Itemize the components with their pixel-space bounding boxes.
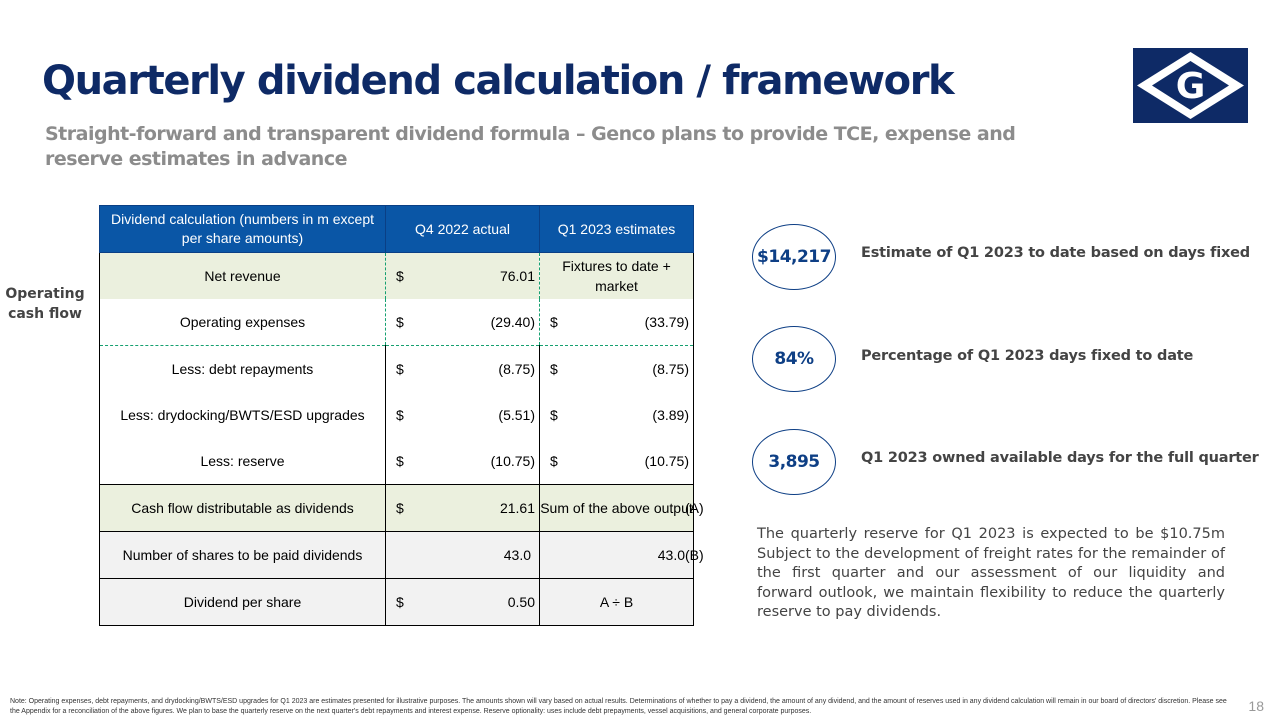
q1-value-note: A ÷ B <box>539 578 694 626</box>
q1-value-note: Sum of the above output <box>539 484 694 532</box>
row-label: Number of shares to be paid dividends <box>99 531 386 579</box>
page-title: Quarterly dividend calculation / framewo… <box>42 58 955 104</box>
q4-value-cell: $ (5.51) <box>385 392 540 438</box>
currency-symbol: $ <box>550 361 558 377</box>
table-row-distributable-cash-flow: Cash flow distributable as dividends $ 2… <box>99 484 694 532</box>
table-row-operating-expenses: Operating expenses $ (29.40) $ (33.79) <box>99 299 694 346</box>
row-label: Less: debt repayments <box>99 345 386 392</box>
currency-symbol: $ <box>550 407 558 423</box>
metric-description-days-fixed: Percentage of Q1 2023 days fixed to date <box>861 348 1194 364</box>
row-label: Dividend per share <box>99 578 386 626</box>
table-row-reserve: Less: reserve $ (10.75) $ (10.75) <box>99 438 694 485</box>
row-label: Net revenue <box>99 252 386 299</box>
q4-value-cell: $ (8.75) <box>385 345 540 392</box>
metric-description-tce: Estimate of Q1 2023 to date based on day… <box>861 245 1250 261</box>
q4-value-cell: $ 21.61 <box>385 484 540 532</box>
q4-value: (8.75) <box>498 361 535 377</box>
q4-value-cell: $ 0.50 <box>385 578 540 626</box>
row-tag-a: (A) <box>685 500 704 516</box>
metric-circle-available-days: 3,895 <box>752 429 836 495</box>
reserve-note: The quarterly reserve for Q1 2023 is exp… <box>757 526 1225 620</box>
column-header-q1-estimates: Q1 2023 estimates <box>539 205 694 253</box>
q4-value-cell: $ (10.75) <box>385 438 540 485</box>
q1-value-cell: $ (8.75) <box>539 345 694 392</box>
table-row-share-count: Number of shares to be paid dividends 43… <box>99 531 694 579</box>
logo-letter: G <box>1176 66 1206 107</box>
column-header-description: Dividend calculation (numbers in m excep… <box>99 205 386 253</box>
q4-value: (5.51) <box>498 407 535 423</box>
row-label: Less: reserve <box>99 438 386 485</box>
metric-description-available-days: Q1 2023 owned available days for the ful… <box>861 450 1259 466</box>
dividend-calculation-table: Dividend calculation (numbers in m excep… <box>99 205 694 626</box>
column-header-q4-actual: Q4 2022 actual <box>385 205 540 253</box>
q4-value-cell: $ 76.01 <box>385 252 540 299</box>
row-label: Less: drydocking/BWTS/ESD upgrades <box>99 392 386 438</box>
q4-value: (10.75) <box>490 453 535 469</box>
page-number: 18 <box>1248 698 1264 714</box>
row-tag-b: (B) <box>685 547 704 563</box>
q4-value: 43.0 <box>385 531 540 579</box>
q4-value: 0.50 <box>507 594 535 610</box>
row-label: Operating expenses <box>99 299 386 346</box>
currency-symbol: $ <box>550 314 558 330</box>
q4-value: 21.61 <box>499 500 535 516</box>
currency-symbol: $ <box>396 361 404 377</box>
row-label: Cash flow distributable as dividends <box>99 484 386 532</box>
q1-value: (10.75) <box>644 453 689 469</box>
currency-symbol: $ <box>396 314 404 330</box>
q1-value-cell: $ (10.75) <box>539 438 694 485</box>
page-subtitle: Straight-forward and transparent dividen… <box>45 123 1016 170</box>
q1-value-cell: $ (3.89) <box>539 392 694 438</box>
currency-symbol: $ <box>396 594 404 610</box>
table-row-drydocking: Less: drydocking/BWTS/ESD upgrades $ (5.… <box>99 392 694 438</box>
q4-value-cell: $ (29.40) <box>385 299 540 346</box>
q1-value: (33.79) <box>644 314 689 330</box>
table-row-dividend-per-share: Dividend per share $ 0.50 A ÷ B <box>99 578 694 626</box>
q1-value: 43.0 <box>539 531 694 579</box>
q1-value: (3.89) <box>652 407 689 423</box>
currency-symbol: $ <box>396 407 404 423</box>
q4-value: 76.01 <box>499 268 535 284</box>
genco-logo: G <box>1133 48 1248 123</box>
q4-value: (29.40) <box>490 314 535 330</box>
metric-circle-tce: $14,217 <box>752 224 836 290</box>
metric-circle-days-fixed: 84% <box>752 326 836 392</box>
q1-value-cell: $ (33.79) <box>539 299 694 346</box>
currency-symbol: $ <box>396 268 404 284</box>
table-row-debt-repayments: Less: debt repayments $ (8.75) $ (8.75) <box>99 345 694 392</box>
q1-value: (8.75) <box>652 361 689 377</box>
table-header-row: Dividend calculation (numbers in m excep… <box>99 205 694 253</box>
q1-value-note: Fixtures to date + market <box>539 252 694 299</box>
currency-symbol: $ <box>396 500 404 516</box>
currency-symbol: $ <box>550 453 558 469</box>
currency-symbol: $ <box>396 453 404 469</box>
table-row-net-revenue: Net revenue $ 76.01 Fixtures to date + m… <box>99 252 694 299</box>
operating-cash-flow-label: Operating cash flow <box>5 286 85 322</box>
footnote: Note: Operating expenses, debt repayment… <box>10 698 1227 715</box>
